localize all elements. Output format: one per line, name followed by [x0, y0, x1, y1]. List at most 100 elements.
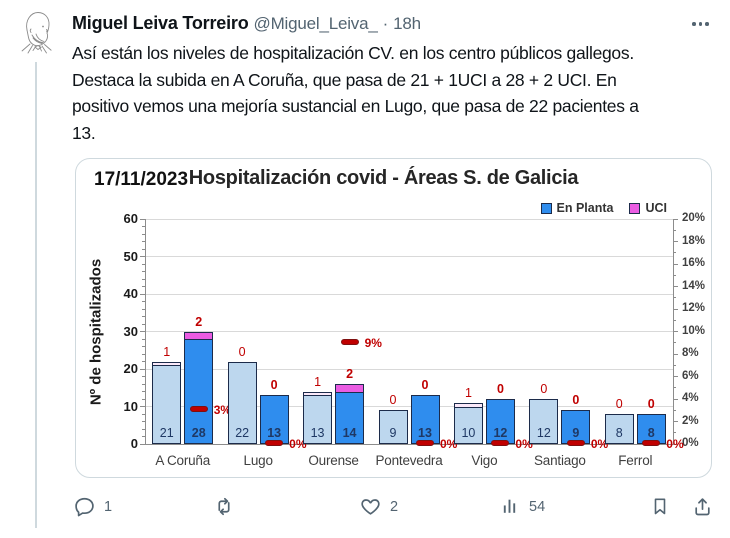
secondary-axis-tick-label: 18% — [682, 234, 706, 247]
uci-count-label: 1 — [163, 344, 171, 359]
chart-legend: En Planta UCI — [540, 201, 667, 215]
bar-value-label: 9 — [572, 426, 580, 440]
uci-count-label: 0 — [496, 382, 504, 396]
gridline — [145, 293, 673, 295]
uci-pct-marker — [416, 440, 434, 446]
uci-pct-label: 9% — [364, 335, 382, 350]
bar-en-planta — [335, 391, 365, 444]
bar-uci-segment — [453, 402, 483, 408]
bar-value-label: 22 — [235, 426, 250, 440]
secondary-axis-tick-label: 0% — [682, 437, 699, 449]
reply-button[interactable]: 1 — [74, 496, 112, 517]
uci-pct-marker — [340, 338, 359, 345]
chart-media-card[interactable]: 17/11/2023 Hospitalización covid - Áreas… — [75, 158, 712, 478]
views-button[interactable]: 54 — [499, 496, 545, 517]
y-axis-tick-mark — [140, 331, 145, 332]
retweet-button[interactable] — [213, 496, 244, 517]
author-handle[interactable]: @Miguel_Leiva_ — [253, 14, 378, 33]
y-axis-tick-mark — [140, 443, 145, 445]
tweet-text: Así están los niveles de hospitalización… — [72, 43, 639, 143]
y-axis-minor-tick — [142, 241, 145, 242]
y-axis-minor-tick — [142, 398, 145, 400]
secondary-axis-tick-label: 16% — [682, 257, 706, 269]
like-count: 2 — [390, 498, 399, 515]
secondary-axis-tick-mark — [673, 376, 678, 377]
bar-value-label: 21 — [159, 426, 174, 440]
gridline — [145, 256, 673, 257]
bar-en-planta — [378, 410, 408, 444]
secondary-axis-minor-tick — [673, 409, 676, 411]
y-axis-minor-tick — [142, 263, 145, 265]
secondary-axis-tick-label: 4% — [682, 392, 699, 404]
bar-uci-segment — [184, 331, 214, 340]
uci-count-label: 0 — [540, 382, 548, 396]
category-label: Pontevedra — [375, 453, 443, 468]
chart-title: Hospitalización covid - Áreas S. de Gali… — [188, 167, 579, 189]
y-axis-minor-tick — [142, 308, 145, 310]
heart-icon — [361, 499, 380, 515]
category-label: Vigo — [471, 453, 498, 468]
bookmark-button[interactable] — [650, 496, 670, 517]
y-axis-minor-tick — [142, 428, 145, 430]
y-axis-title: Nº de hospitalizados — [87, 258, 104, 405]
secondary-axis-tick-mark — [673, 421, 678, 422]
y-axis-tick-label: 60 — [123, 211, 138, 226]
y-axis-minor-tick — [142, 271, 145, 272]
secondary-axis-tick-label: 8% — [682, 347, 699, 359]
analytics-icon — [503, 499, 516, 513]
more-options-icon[interactable] — [692, 16, 720, 32]
secondary-axis-tick-mark — [673, 286, 678, 287]
y-axis-minor-tick — [142, 421, 145, 422]
bar-en-planta — [561, 410, 591, 444]
share-button[interactable] — [692, 496, 713, 517]
y-axis-tick-label: 50 — [123, 248, 138, 264]
thread-connector-line — [35, 62, 37, 528]
uci-count-label: 1 — [464, 385, 472, 400]
uci-pct-marker — [189, 406, 208, 413]
secondary-axis-tick-label: 14% — [682, 279, 706, 292]
y-axis-minor-tick — [142, 353, 145, 355]
y-axis-minor-tick — [142, 233, 145, 235]
secondary-axis-tick-mark — [673, 308, 678, 310]
category-label: A Coruña — [155, 453, 211, 468]
uci-count-label: 0 — [270, 378, 278, 393]
uci-count-label: 2 — [195, 314, 203, 329]
bar-en-planta — [636, 414, 666, 444]
uci-count-label: 0 — [615, 397, 623, 411]
y-axis-minor-tick — [142, 301, 145, 302]
secondary-axis-tick-mark — [673, 353, 678, 355]
y-axis-minor-tick — [142, 248, 145, 250]
secondary-axis-tick-label: 20% — [682, 212, 706, 224]
y-axis-minor-tick — [142, 226, 145, 227]
tweet-header: Miguel Leiva Torreiro @Miguel_Leiva_ · 1… — [72, 13, 672, 34]
bar-value-label: 8 — [647, 426, 655, 440]
header-separator: · — [382, 14, 389, 33]
bar-value-label: 13 — [418, 426, 432, 440]
bar-value-label: 13 — [310, 426, 325, 440]
bar-value-label: 12 — [536, 426, 551, 440]
author-name[interactable]: Miguel Leiva Torreiro — [72, 13, 249, 33]
secondary-axis-minor-tick — [673, 297, 676, 299]
tweet-timestamp[interactable]: 18h — [393, 14, 421, 33]
bar-en-planta — [184, 339, 214, 444]
y-axis-minor-tick — [142, 376, 145, 377]
uci-count-label: 0 — [389, 393, 397, 408]
x-axis-line — [145, 444, 674, 445]
bar-value-label: 28 — [191, 426, 206, 440]
bar-uci-segment — [335, 384, 365, 393]
secondary-axis-tick-label: 12% — [682, 302, 706, 314]
legend-item: UCI — [629, 201, 667, 215]
y-axis-minor-tick — [142, 383, 145, 385]
uci-pct-label: 0% — [666, 437, 684, 451]
reply-count: 1 — [104, 498, 113, 515]
secondary-y-axis-line — [673, 219, 674, 444]
secondary-axis-minor-tick — [673, 387, 676, 389]
uci-count-label: 1 — [314, 374, 322, 389]
bar-en-planta — [259, 395, 289, 444]
avatar[interactable] — [12, 8, 60, 56]
category-label: Lugo — [243, 453, 273, 468]
like-button[interactable]: 2 — [360, 496, 398, 517]
bar-value-label: 8 — [615, 426, 623, 440]
uci-pct-marker — [265, 440, 284, 446]
y-axis-minor-tick — [142, 391, 145, 392]
